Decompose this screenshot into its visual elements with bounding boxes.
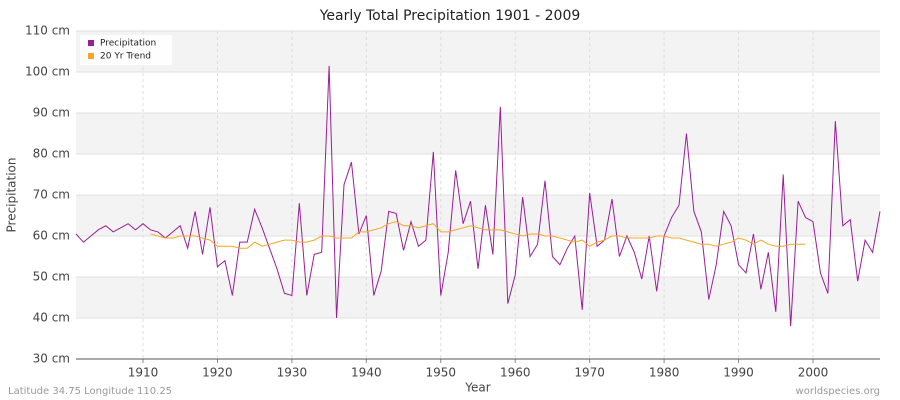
y-tick-label: 80 cm [33, 147, 70, 161]
y-tick-label: 40 cm [33, 311, 70, 325]
x-tick-label: 1960 [500, 366, 531, 380]
footer-left: Latitude 34.75 Longitude 110.25 [8, 386, 172, 397]
y-tick-label: 110 cm [25, 24, 70, 38]
y-tick-label: 90 cm [33, 106, 70, 120]
legend-box [80, 35, 172, 65]
footer-right: worldspecies.org [796, 386, 880, 397]
x-axis-label: Year [464, 381, 490, 395]
grid-band [76, 31, 880, 72]
x-tick-label: 1970 [574, 366, 605, 380]
legend-swatch [88, 40, 94, 46]
y-tick-label: 30 cm [33, 352, 70, 366]
x-tick-label: 2000 [798, 366, 829, 380]
x-tick-label: 1930 [277, 366, 308, 380]
x-tick-label: 1980 [649, 366, 680, 380]
grid-band [76, 277, 880, 318]
y-axis-label: Precipitation [5, 157, 19, 232]
x-tick-label: 1910 [128, 366, 159, 380]
legend-swatch [88, 53, 94, 59]
x-tick-label: 1990 [723, 366, 754, 380]
y-tick-label: 50 cm [33, 270, 70, 284]
x-tick-label: 1950 [426, 366, 457, 380]
series-line [75, 65, 881, 327]
series-line [150, 221, 806, 249]
y-tick-label: 60 cm [33, 229, 70, 243]
y-tick-label: 70 cm [33, 188, 70, 202]
legend-label: 20 Yr Trend [100, 52, 151, 62]
legend-label: Precipitation [100, 39, 156, 49]
legend: Precipitation 20 Yr Trend [80, 35, 172, 65]
grid-band [76, 113, 880, 154]
x-tick-label: 1940 [351, 366, 382, 380]
grid-band [76, 195, 880, 236]
x-tick-label: 1920 [202, 366, 233, 380]
chart-title: Yearly Total Precipitation 1901 - 2009 [319, 8, 581, 24]
y-tick-label: 100 cm [25, 65, 70, 79]
